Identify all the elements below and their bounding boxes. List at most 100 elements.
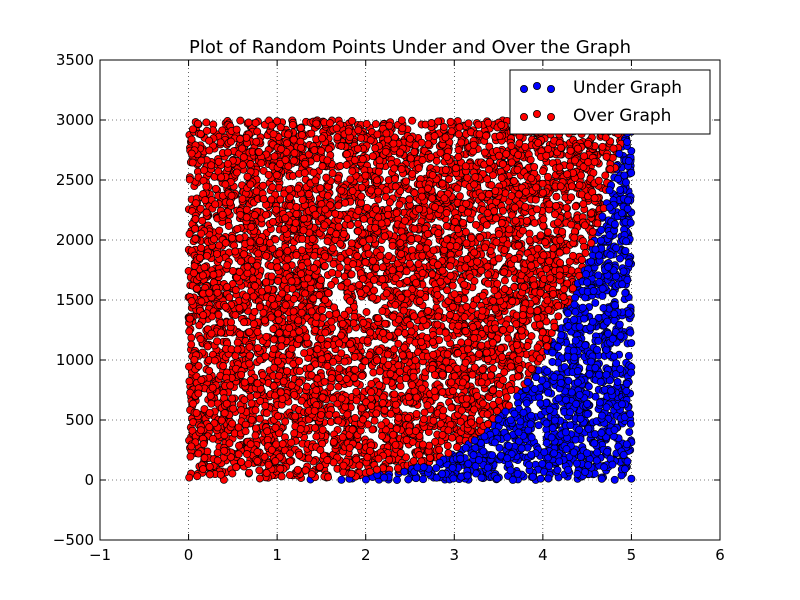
point-over-graph [428,270,437,279]
point-over-graph [470,363,479,372]
point-over-graph [301,289,310,298]
point-over-graph [283,255,292,264]
point-over-graph [328,169,337,178]
point-over-graph [408,116,417,125]
point-over-graph [343,214,352,223]
point-under-graph [597,474,606,483]
point-over-graph [228,266,237,275]
point-over-graph [493,407,502,415]
point-under-graph [613,378,622,386]
point-over-graph [476,233,484,242]
point-over-graph [372,264,381,272]
point-over-graph [363,203,371,212]
point-over-graph [543,228,552,237]
point-under-graph [419,475,428,484]
point-over-graph [228,234,237,243]
point-under-graph [585,370,594,379]
point-over-graph [525,229,534,238]
point-over-graph [185,377,194,386]
point-over-graph [527,332,536,341]
point-over-graph [375,367,384,376]
point-over-graph [320,262,329,270]
point-over-graph [544,172,552,181]
point-over-graph [334,382,343,391]
point-over-graph [292,209,301,218]
point-over-graph [408,246,416,255]
point-over-graph [394,361,403,370]
point-over-graph [369,368,378,377]
point-under-graph [591,430,599,439]
point-over-graph [242,205,251,214]
point-over-graph [335,364,344,373]
point-over-graph [297,308,306,317]
point-under-graph [513,392,522,401]
point-under-graph [598,291,607,300]
point-over-graph [325,310,334,319]
point-over-graph [342,161,351,169]
point-under-graph [627,474,636,483]
point-under-graph [616,254,624,263]
point-over-graph [312,432,321,441]
point-over-graph [575,181,584,190]
point-under-graph [591,298,600,307]
point-over-graph [191,224,199,233]
point-over-graph [200,405,209,414]
point-over-graph [434,117,443,126]
point-under-graph [337,475,346,484]
point-over-graph [350,156,359,165]
point-over-graph [348,116,356,125]
point-over-graph [554,312,563,321]
point-over-graph [454,146,463,155]
point-over-graph [424,140,433,149]
point-over-graph [224,222,233,230]
point-over-graph [245,468,254,477]
point-over-graph [191,234,200,243]
point-over-graph [236,257,245,266]
point-over-graph [354,219,362,228]
point-under-graph [513,469,522,478]
point-over-graph [468,370,477,379]
point-over-graph [334,174,343,183]
point-over-graph [237,458,246,466]
point-over-graph [441,165,450,174]
chart-title: Plot of Random Points Under and Over the… [189,37,631,58]
point-over-graph [200,453,209,462]
point-over-graph [475,349,484,358]
point-over-graph [442,357,451,366]
point-over-graph [269,344,278,353]
point-over-graph [539,167,547,176]
point-over-graph [455,192,464,201]
point-under-graph [542,419,551,428]
point-under-graph [554,342,563,351]
point-over-graph [373,130,382,139]
point-over-graph [362,308,371,317]
point-over-graph [443,286,452,295]
point-over-graph [444,449,453,458]
point-over-graph [559,293,568,301]
point-over-graph [282,262,291,271]
point-over-graph [370,416,379,425]
point-over-graph [372,409,381,418]
point-under-graph [553,466,562,475]
point-over-graph [567,193,576,202]
point-over-graph [240,318,248,327]
point-over-graph [480,243,489,252]
point-under-graph [477,473,486,482]
point-over-graph [244,459,253,468]
point-over-graph [411,356,420,365]
point-over-graph [213,337,222,346]
point-under-graph [626,328,635,337]
point-over-graph [197,243,206,252]
point-over-graph [533,306,542,315]
point-over-graph [186,452,195,461]
point-over-graph [579,200,588,208]
point-over-graph [496,344,505,353]
point-over-graph [514,190,523,199]
point-over-graph [359,214,368,223]
point-over-graph [442,222,451,231]
point-over-graph [214,310,223,319]
point-over-graph [454,152,463,161]
point-over-graph [213,448,222,457]
point-over-graph [406,321,415,329]
